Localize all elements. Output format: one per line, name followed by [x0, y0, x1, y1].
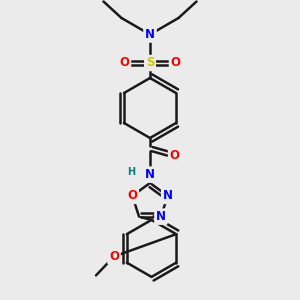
Text: O: O: [127, 189, 137, 203]
Text: N: N: [163, 189, 173, 203]
Text: O: O: [169, 149, 180, 162]
Text: S: S: [146, 56, 154, 70]
Text: H: H: [127, 167, 136, 177]
Text: N: N: [156, 210, 166, 223]
Text: O: O: [119, 56, 130, 70]
Text: N: N: [145, 168, 155, 181]
Text: N: N: [145, 28, 155, 41]
Text: O: O: [109, 250, 119, 263]
Text: O: O: [170, 56, 181, 70]
